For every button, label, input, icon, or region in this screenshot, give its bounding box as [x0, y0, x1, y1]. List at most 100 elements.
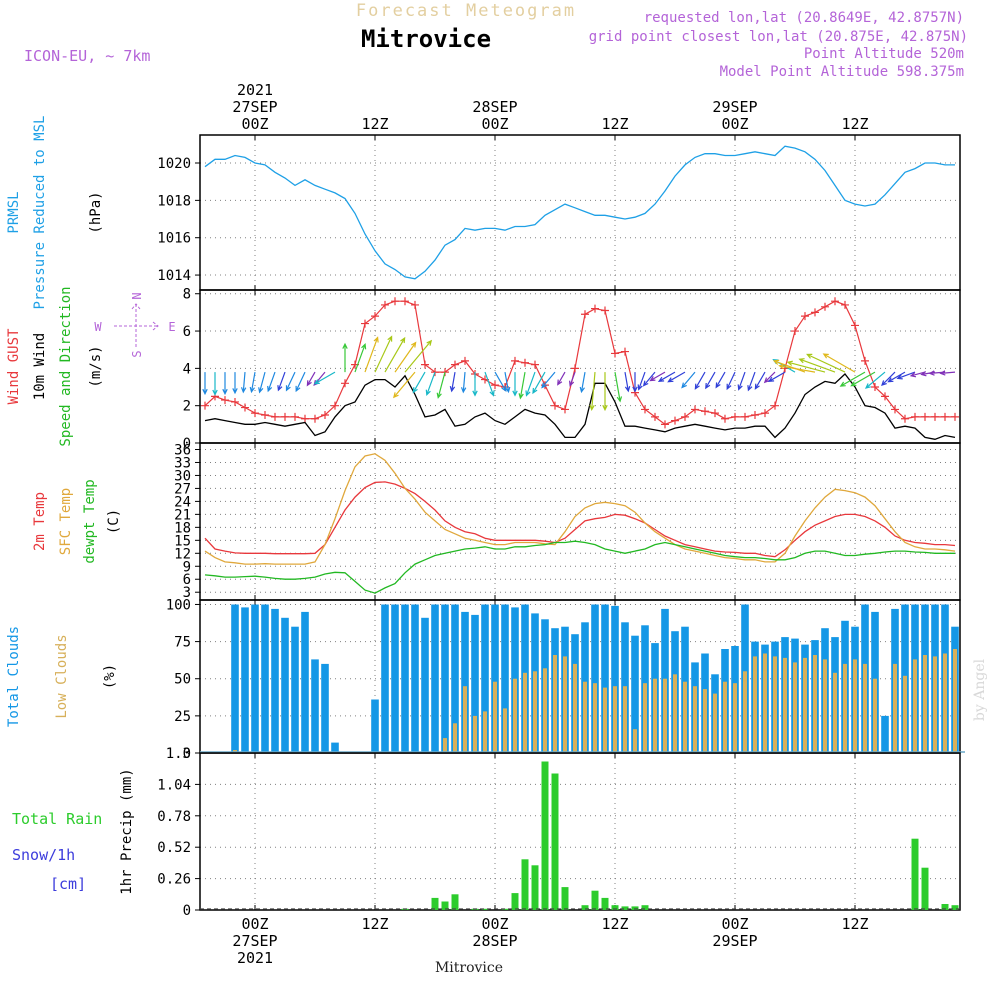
- y-tick-label: 24: [174, 494, 191, 510]
- gust-marker: [911, 412, 919, 421]
- y-tick-label: 1020: [157, 156, 191, 172]
- y-tick-label: 1016: [157, 231, 191, 247]
- rain-bar: [941, 904, 949, 910]
- gust-marker: [621, 347, 629, 356]
- wind-direction-arrow: [364, 336, 379, 373]
- time-label-bottom: 29SEP: [712, 932, 757, 950]
- gust-marker: [551, 401, 559, 410]
- wind-direction-arrow: [772, 359, 806, 373]
- gust-marker: [431, 368, 439, 377]
- wind-direction-arrow: [881, 371, 896, 387]
- wind-direction-arrow: [939, 370, 956, 376]
- wind-direction-arrow: [747, 371, 756, 392]
- low-cloud-bar: [873, 678, 877, 753]
- time-label-top: 2021: [237, 81, 273, 99]
- y-tick-label: 50: [174, 672, 191, 688]
- wind-direction-arrow: [614, 371, 623, 403]
- total-cloud-bar: [401, 604, 409, 753]
- low-cloud-bar: [503, 708, 507, 753]
- wind-direction-arrow: [649, 371, 666, 382]
- y-tick-label: 0.78: [157, 809, 191, 825]
- total-cloud-bar: [381, 604, 389, 753]
- y-tick-label: 18: [174, 520, 191, 536]
- time-label-bottom: 00Z: [721, 915, 748, 933]
- low-cloud-bar: [473, 715, 477, 753]
- wind-direction-arrow: [767, 371, 786, 382]
- low-cloud-bar: [923, 655, 927, 753]
- clouds-panel: 0 25 50 75 100 Total Clouds Low Clouds (%): [6, 597, 965, 762]
- low-cloud-bar: [953, 649, 957, 753]
- compass-rose: N S W E: [94, 292, 175, 357]
- t2m-line: [204, 481, 956, 558]
- total-cloud-bar: [471, 614, 479, 753]
- gust-marker: [231, 397, 239, 406]
- low-cloud-bar: [613, 686, 617, 753]
- time-label-bottom: 2021: [237, 949, 273, 967]
- sfc-line: [204, 453, 956, 565]
- wind-direction-arrow: [806, 353, 846, 373]
- wind-direction-arrow: [737, 371, 746, 391]
- wind-direction-arrow: [460, 372, 467, 394]
- y-tick-label: 0: [183, 903, 191, 919]
- wind-direction-arrow: [569, 371, 576, 387]
- low-cloud-bar: [693, 686, 697, 753]
- gust-marker: [771, 401, 779, 410]
- time-label-top: 00Z: [721, 115, 748, 133]
- panel-frame: [199, 134, 961, 291]
- low-cloud-bar: [773, 656, 777, 753]
- y-tick-label: 4: [183, 361, 191, 377]
- low-cloud-bar: [713, 693, 717, 753]
- total-cloud-bar: [881, 715, 889, 753]
- wind-direction-arrow: [637, 371, 646, 391]
- time-label-top: 27SEP: [232, 98, 277, 116]
- total-cloud-bar: [481, 604, 489, 753]
- y-tick-label: 0.52: [157, 840, 191, 856]
- time-label-bottom: 12Z: [601, 915, 628, 933]
- y-tick-label: 0: [183, 436, 191, 452]
- gust-marker: [741, 412, 749, 421]
- gust-marker: [511, 356, 519, 365]
- wind-direction-arrow: [822, 353, 856, 373]
- total-cloud-bar: [601, 604, 609, 753]
- gust-marker: [731, 412, 739, 421]
- rain-legend: Total Rain: [12, 810, 102, 828]
- time-label-top: 12Z: [841, 115, 868, 133]
- rain-bar: [561, 887, 569, 910]
- wind-direction-arrow: [778, 363, 816, 373]
- low-cloud-bar: [683, 681, 687, 753]
- gust-marker: [331, 401, 339, 410]
- gust-marker: [611, 349, 619, 358]
- low-cloud-bar: [803, 657, 807, 753]
- gust-marker: [311, 414, 319, 423]
- panel-frame: [199, 752, 961, 911]
- y-tick-label: 9: [183, 559, 191, 575]
- y-tick-label: 15: [174, 533, 191, 549]
- total-cloud-bar: [611, 605, 619, 753]
- low-cloud-bar: [913, 659, 917, 753]
- gust-marker: [841, 300, 849, 309]
- rain-bar: [611, 905, 619, 910]
- gust-marker: [241, 403, 249, 412]
- y-axis-label: Wind GUST: [6, 328, 22, 404]
- total-cloud-bar: [321, 663, 329, 753]
- gust-line: [204, 300, 955, 425]
- gust-marker: [751, 411, 759, 420]
- gust-marker: [761, 409, 769, 418]
- wind-direction-arrow: [384, 336, 406, 373]
- wind-direction-arrow: [240, 372, 247, 394]
- gust-marker: [671, 416, 679, 425]
- total-cloud-bar: [391, 604, 399, 753]
- low-cloud-bar: [663, 678, 667, 753]
- pressure-line: [204, 145, 955, 280]
- gust-marker: [451, 360, 459, 369]
- low-cloud-bar: [443, 738, 447, 753]
- low-cloud-bar: [493, 681, 497, 753]
- footer-location: Mitrovice: [435, 960, 503, 976]
- rain-bar: [601, 897, 609, 910]
- low-cloud-bar: [543, 668, 547, 753]
- snow-unit: [cm]: [50, 875, 86, 893]
- wind-direction-arrow: [342, 342, 348, 373]
- y-axis-label: (hPa): [88, 191, 104, 233]
- low-cloud-bar: [933, 656, 937, 753]
- gust-marker: [591, 304, 599, 313]
